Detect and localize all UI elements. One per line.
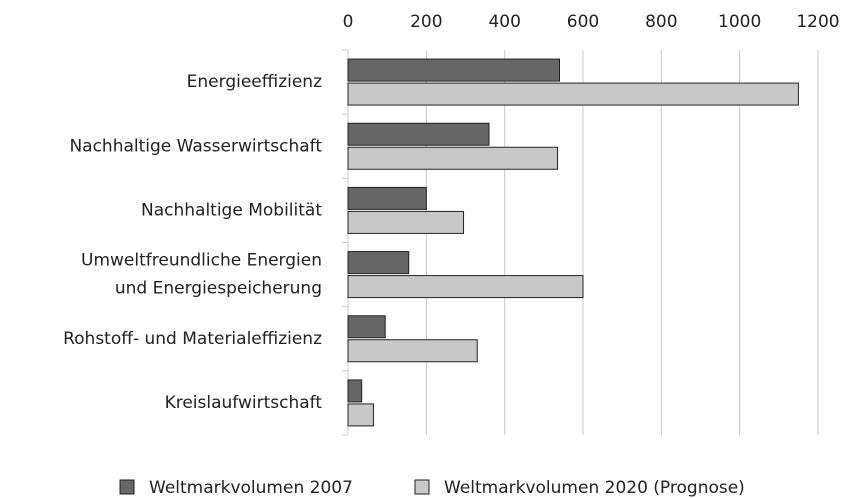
bar bbox=[347, 251, 410, 275]
y-tick-label: Umweltfreundliche Energien und Energiespe… bbox=[81, 251, 322, 299]
bar bbox=[347, 210, 465, 234]
bar bbox=[347, 82, 799, 106]
y-tick-label: Nachhaltige Wasserwirtschaft bbox=[69, 136, 322, 156]
bar bbox=[347, 186, 427, 210]
bar bbox=[347, 403, 374, 427]
y-tick-label: Energieeffizienz bbox=[187, 72, 322, 92]
y-tick-label: Kreislaufwirtschaft bbox=[165, 393, 323, 413]
x-tick-label: 0 bbox=[343, 12, 354, 32]
x-tick-label: 400 bbox=[488, 12, 520, 32]
legend-swatch bbox=[119, 479, 135, 495]
x-tick-label: 1000 bbox=[718, 12, 761, 32]
bar bbox=[347, 122, 490, 146]
bar bbox=[347, 58, 560, 82]
bar bbox=[347, 379, 363, 403]
bar bbox=[347, 339, 478, 363]
x-tick-label: 800 bbox=[645, 12, 677, 32]
x-tick-label: 600 bbox=[567, 12, 599, 32]
legend-label: Weltmarkvolumen 2020 (Prognose) bbox=[444, 478, 745, 498]
x-tick-label: 200 bbox=[410, 12, 442, 32]
y-tick-label: Rohstoff- und Materialeffizienz bbox=[63, 329, 322, 349]
bar bbox=[347, 275, 584, 299]
bar bbox=[347, 146, 559, 170]
y-tick-label: Nachhaltige Mobilität bbox=[141, 200, 322, 220]
x-tick-label: 1200 bbox=[796, 12, 839, 32]
legend-label: Weltmarkvolumen 2007 bbox=[149, 478, 353, 498]
bar bbox=[347, 315, 386, 339]
legend-swatch bbox=[414, 479, 430, 495]
